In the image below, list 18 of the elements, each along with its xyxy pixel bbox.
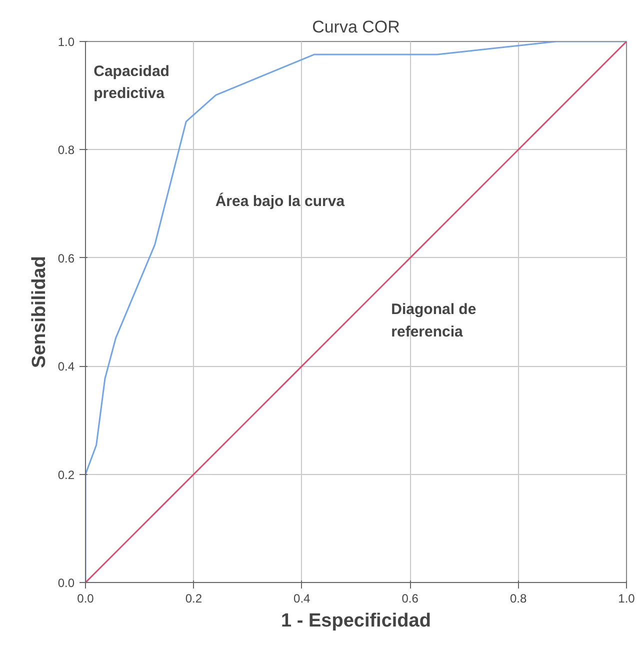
annotation: Capacidad predictiva [94, 63, 170, 102]
x-tick-label: 0.8 [510, 592, 527, 606]
x-tick-label: 0.0 [77, 592, 94, 606]
x-tick-label: 0.2 [185, 592, 202, 606]
y-tick-label: 0.4 [58, 360, 75, 374]
y-tick-label: 0.8 [58, 143, 75, 158]
y-tick-label: 0.0 [58, 576, 75, 590]
y-tick-label: 0.2 [58, 468, 75, 482]
chart-title: Curva COR [312, 18, 400, 36]
x-tick-label: 1.0 [618, 592, 636, 606]
y-tick-label: 1.0 [58, 35, 75, 49]
y-axis-title: Sensibilidad [28, 256, 50, 368]
annotation: Diagonal de referencia [391, 301, 476, 340]
x-axis-title: 1 - Especificidad [281, 610, 431, 632]
x-tick-label: 0.4 [294, 592, 311, 606]
x-tick-label: 0.6 [402, 592, 419, 606]
annotation: Área bajo la curva [215, 192, 346, 210]
y-tick-label: 0.6 [58, 251, 75, 266]
